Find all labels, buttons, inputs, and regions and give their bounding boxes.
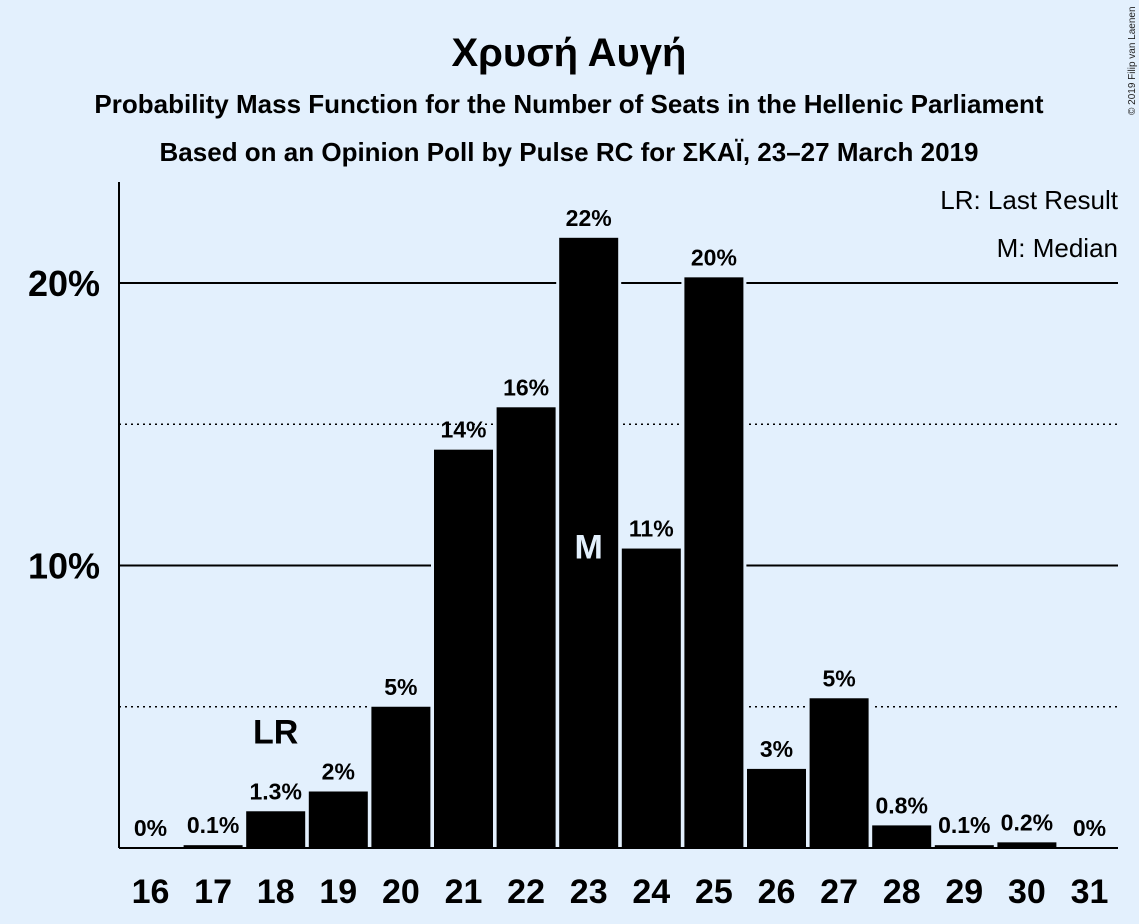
- data-label: 20%: [691, 244, 737, 270]
- legend-last-result: LR: Last Result: [940, 185, 1119, 215]
- chart-subtitle-1: Probability Mass Function for the Number…: [94, 89, 1044, 119]
- bar: [872, 825, 932, 848]
- data-label: 3%: [760, 736, 793, 762]
- bar: [183, 845, 243, 848]
- x-tick-label: 22: [507, 873, 545, 911]
- bar: [934, 845, 994, 848]
- chart-subtitle-2: Based on an Opinion Poll by Pulse RC for…: [160, 137, 979, 167]
- bar: [809, 698, 869, 848]
- axes: 10% 20% 16 17 18 19 20 21 22 23 24 25 26 27 28 29 30 31: [28, 182, 1118, 911]
- x-tick-label: 31: [1071, 873, 1109, 911]
- bar-halo: [118, 845, 183, 848]
- x-tick-label: 17: [194, 873, 232, 911]
- x-tick-label: 25: [695, 873, 733, 911]
- x-tick-label: 30: [1008, 873, 1046, 911]
- bar-halo: [1057, 845, 1122, 848]
- last-result-marker: LR: [253, 713, 298, 751]
- bar: [747, 768, 806, 848]
- bar: [371, 706, 431, 848]
- bar: [559, 237, 619, 849]
- y-tick-label: 10%: [28, 546, 100, 587]
- bars: [118, 234, 1122, 849]
- x-tick-label: 16: [132, 873, 170, 911]
- bar: [308, 791, 368, 848]
- x-tick-label: 23: [570, 873, 608, 911]
- chart-title: Χρυσή Αυγή: [452, 31, 687, 75]
- bar: [684, 277, 744, 849]
- x-tick-label: 28: [883, 873, 921, 911]
- data-label: 0.1%: [938, 812, 990, 838]
- data-label: 5%: [822, 665, 855, 691]
- data-label: 5%: [384, 674, 417, 700]
- data-label: 0%: [1073, 815, 1106, 841]
- data-label: 0.2%: [1001, 809, 1053, 835]
- x-tick-label: 27: [820, 873, 858, 911]
- data-label: 2%: [322, 759, 355, 785]
- data-label: 11%: [629, 516, 674, 542]
- x-tick-label: 26: [758, 873, 796, 911]
- copyright-text: © 2019 Filip van Laenen: [1127, 6, 1138, 115]
- data-label: 0.1%: [187, 812, 239, 838]
- y-tick-label: 20%: [28, 263, 100, 304]
- median-marker: M: [575, 529, 603, 567]
- legend-median: M: Median: [997, 233, 1118, 263]
- bar: [997, 842, 1057, 848]
- bar: [434, 449, 493, 848]
- data-label: 16%: [503, 374, 549, 400]
- x-tick-label: 29: [945, 873, 983, 911]
- bar-halo: [931, 842, 997, 848]
- x-tick-label: 19: [319, 873, 357, 911]
- data-label: 0%: [134, 815, 167, 841]
- x-tick-label: 20: [382, 873, 420, 911]
- bar: [621, 548, 681, 848]
- data-label: 14%: [440, 417, 486, 443]
- data-label: 0.8%: [875, 792, 927, 818]
- data-label: 22%: [566, 205, 612, 231]
- x-tick-label: 18: [257, 873, 295, 911]
- data-label: 1.3%: [249, 778, 301, 804]
- bar: [496, 407, 556, 848]
- x-tick-label: 21: [445, 873, 483, 911]
- data-labels: 0% 0.1% 1.3% 2% 5% 14% 16% 22% 11% 20% 3% 5% 0.8% 0.1…: [134, 205, 1106, 841]
- x-tick-label: 24: [632, 873, 670, 911]
- bar-halo: [180, 842, 246, 848]
- bar: [246, 811, 306, 848]
